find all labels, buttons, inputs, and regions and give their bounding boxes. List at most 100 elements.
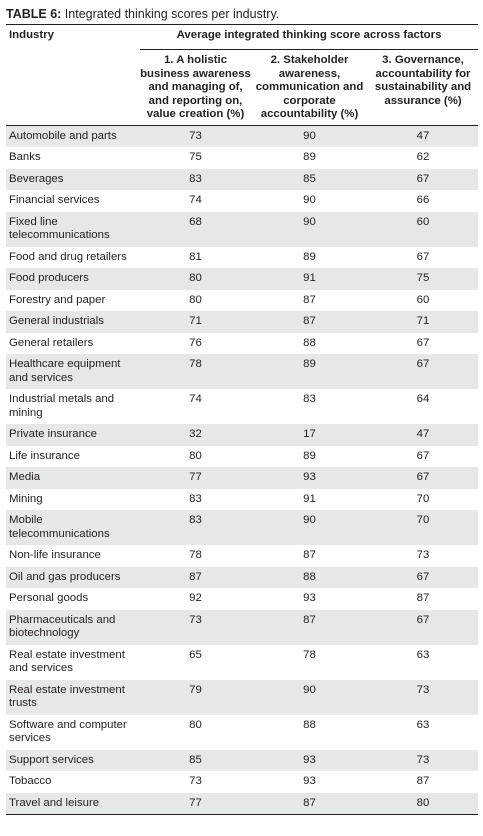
table-row: Oil and gas producers 87 88 67 [6,566,479,588]
factor-1-cell: 83 [140,168,251,190]
factor-1-cell: 87 [140,566,251,588]
industry-cell: Food producers [6,268,140,290]
factor-2-cell: 78 [303,648,316,661]
factor-1-cell: 83 [140,510,251,545]
table-row: Support services 85 93 73 [6,749,479,771]
industry-cell: Real estate investment trusts [6,679,140,715]
table-row: Healthcare equipment and services 78 89 67 [6,354,479,389]
industry-cell: Financial services [9,194,100,206]
table-row: Mobile telecommunications 83 90 70 [6,510,479,545]
factor-3-cell: 80 [368,792,479,815]
industry-cell: Food and drug retailers [9,250,127,263]
header-factor-3: 3. Governance, accountability for sustai… [374,54,472,107]
table-row: Industrial metals and mining 74 83 64 [6,389,478,424]
factor-3-cell: 71 [368,311,479,333]
industry-cell: Fixed line telecommunications [6,211,140,247]
factor-2-cell: 87 [303,293,316,306]
table-row: Tobacco 73 93 87 [6,771,478,793]
factor-2-cell: 93 [251,749,368,771]
factor-3-cell: 73 [416,549,430,561]
factor-1-cell: 78 [189,549,202,561]
industry-cell: Media [6,467,140,489]
factor-3-cell: 67 [368,566,479,588]
factor-1-cell: 68 [140,211,251,247]
factor-1-cell: 83 [189,492,202,505]
factor-2-cell: 91 [303,492,316,505]
header-factor-1: 1. A holistic business awareness and man… [140,54,251,120]
factor-2-cell: 90 [251,211,368,247]
factor-1-cell: 92 [189,592,202,604]
industry-cell: Private insurance [6,424,140,446]
factor-3-cell: 67 [368,467,479,489]
factor-3-cell: 67 [416,449,430,462]
factor-3-cell: 63 [416,718,430,731]
industry-cell: General industrials [6,311,140,333]
table-row: Banks 75 89 62 [6,147,478,169]
factor-1-cell: 75 [189,151,202,163]
industry-cell: Automobile and parts [6,125,140,147]
table-row: Automobile and parts 73 90 47 [6,125,479,147]
factor-1-cell: 73 [140,609,251,645]
table-figure: TABLE 6: Integrated thinking scores per … [6,0,479,815]
factor-3-cell: 87 [416,775,430,787]
scores-table: Industry Average integrated thinking sco… [6,25,479,815]
factor-2-cell: 93 [303,775,316,787]
industry-cell: Forestry and paper [9,293,106,306]
factor-1-cell: 81 [189,250,202,263]
caption-text: Integrated thinking scores per industry. [61,7,280,21]
factor-2-cell: 93 [251,467,368,489]
factor-1-cell: 79 [140,679,251,715]
header-group: Average integrated thinking score across… [176,29,442,41]
factor-1-cell: 78 [140,354,251,389]
factor-3-cell: 87 [416,592,430,604]
factor-1-cell: 65 [189,648,202,661]
factor-1-cell: 71 [140,311,251,333]
industry-cell: Mining [9,492,43,505]
factor-2-cell: 89 [251,354,368,389]
table-row: Fixed line telecommunications 68 90 60 [6,211,479,247]
factor-1-cell: 80 [189,449,202,462]
table-row: Forestry and paper 80 87 60 [6,290,478,312]
factor-2-cell: 88 [303,336,316,349]
factor-3-cell: 67 [416,336,430,349]
factor-2-cell: 90 [251,125,368,147]
industry-cell: General retailers [9,336,94,349]
factor-2-cell: 93 [303,592,316,604]
industry-cell: Travel and leisure [6,792,140,815]
table-row: Real estate investment and services 65 78 6… [6,645,478,680]
factor-3-cell: 70 [416,492,430,505]
industry-cell: Oil and gas producers [6,566,140,588]
factor-3-cell: 67 [368,354,479,389]
table-row: Pharmaceuticals and biotechnology 73 87 67 [6,609,479,645]
factor-1-cell: 85 [140,749,251,771]
group-rule [140,49,479,50]
industry-cell: Support services [6,749,140,771]
table-body: Automobile and parts 73 90 47 Banks 75 89 62 Bev… [6,125,479,815]
industry-cell: Banks [9,151,41,163]
table-row: Travel and leisure 77 87 80 [6,792,479,815]
factor-1-cell: 77 [140,467,251,489]
factor-3-cell: 64 [416,393,430,405]
factor-3-cell: 66 [416,194,430,206]
header-industry: Industry [9,29,54,41]
table-row: Non-life insurance 78 87 73 [6,545,478,567]
factor-3-cell: 47 [368,125,479,147]
factor-3-cell: 62 [416,151,430,163]
factor-2-cell: 88 [251,566,368,588]
factor-3-cell: 63 [416,648,430,661]
table-row: Beverages 83 85 67 [6,168,479,190]
industry-cell: Life insurance [9,449,80,462]
table-row: Software and computer services 80 88 63 [6,715,478,750]
top-rule [6,24,478,25]
table-row: Personal goods 92 93 87 [6,588,478,610]
table-row: Food and drug retailers 81 89 67 [6,247,478,269]
factor-2-cell: 89 [303,250,316,263]
table-row: General retailers 76 88 67 [6,333,478,355]
table-row: Life insurance 80 89 67 [6,446,478,468]
factor-2-cell: 90 [303,194,316,206]
factor-2-cell: 83 [303,393,316,405]
caption-label: TABLE 6: [6,7,62,21]
industry-cell: Beverages [6,168,140,190]
factor-2-cell: 89 [303,449,316,462]
factor-3-cell: 73 [368,749,479,771]
